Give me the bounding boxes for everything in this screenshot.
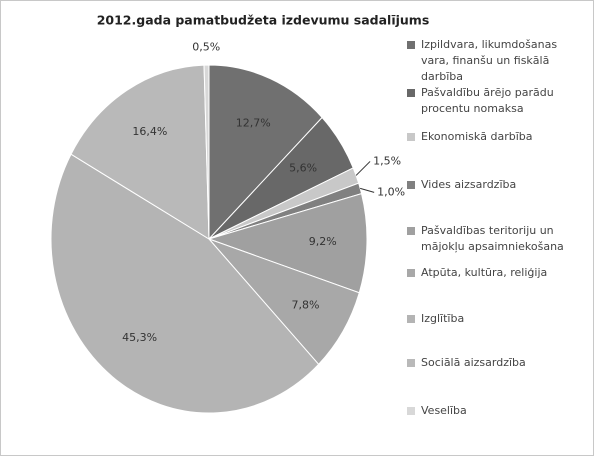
legend-swatch: [407, 181, 415, 189]
legend-swatch: [407, 269, 415, 277]
pie-slice: [203, 64, 210, 240]
legend-item: Izglītība: [407, 311, 587, 327]
data-label: 16,4%: [132, 125, 167, 138]
legend-item: Pašvaldību ārējo parādu procentu nomaksa: [407, 85, 587, 117]
legend-label: Ekonomiskā darbība: [421, 130, 533, 143]
data-label: 1,5%: [373, 154, 401, 167]
data-label: 5,6%: [289, 162, 317, 175]
legend-swatch: [407, 133, 415, 141]
legend-item: Atpūta, kultūra, reliģija: [407, 265, 587, 281]
legend-label: Izglītība: [421, 312, 465, 325]
legend-item: Veselība: [407, 403, 587, 419]
legend-swatch: [407, 359, 415, 367]
data-label: 9,2%: [309, 235, 337, 248]
legend-swatch: [407, 89, 415, 97]
data-label: 0,5%: [192, 41, 220, 54]
legend-swatch: [407, 227, 415, 235]
data-label: 7,8%: [291, 298, 319, 311]
legend-label: Vides aizsardzība: [421, 178, 517, 191]
pie-slice: [208, 64, 323, 241]
legend-label: Veselība: [421, 404, 467, 417]
pie-slice: [50, 153, 320, 414]
pie-slice: [70, 64, 210, 240]
chart-title: 2012.gada pamatbudžeta izdevumu sadalīju…: [97, 13, 430, 28]
legend-label: Pašvaldības teritoriju un mājokļu apsaim…: [421, 224, 564, 253]
data-label: 1,0%: [377, 185, 405, 198]
leader-line: [360, 187, 375, 193]
legend-label: Pašvaldību ārējo parādu procentu nomaksa: [421, 86, 554, 115]
legend-item: Sociālā aizsardzība: [407, 355, 587, 371]
legend-item: Vides aizsardzība: [407, 177, 587, 193]
legend-item: Pašvaldības teritoriju un mājokļu apsaim…: [407, 223, 587, 255]
legend-swatch: [407, 315, 415, 323]
legend-swatch: [407, 407, 415, 415]
pie-slice: [207, 192, 368, 294]
legend-item: Izpildvara, likumdošanas vara, finanšu u…: [407, 37, 587, 85]
data-label: 12,7%: [236, 117, 271, 130]
legend-label: Izpildvara, likumdošanas vara, finanšu u…: [421, 38, 558, 83]
legend-label: Sociālā aizsardzība: [421, 356, 526, 369]
data-label: 45,3%: [122, 331, 157, 344]
legend-label: Atpūta, kultūra, reliģija: [421, 266, 548, 279]
legend-swatch: [407, 41, 415, 49]
leader-line: [355, 161, 371, 176]
legend-item: Ekonomiskā darbība: [407, 129, 587, 145]
